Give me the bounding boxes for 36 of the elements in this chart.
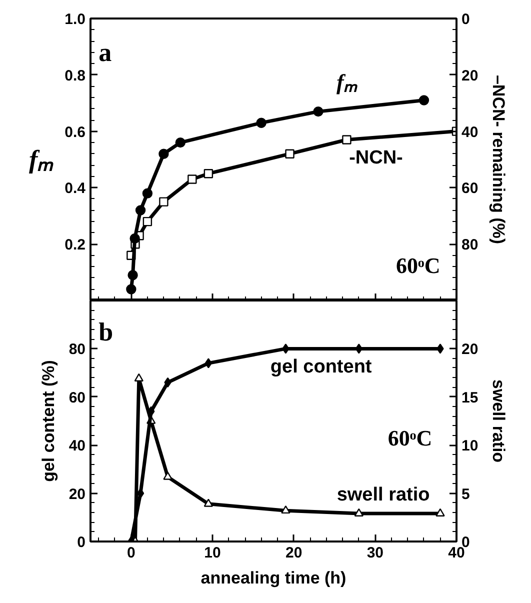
annotation: 60ᵒC [396,252,440,278]
x-tick-label: 10 [204,544,221,562]
y2-tick-label: 15 [462,389,478,406]
y2-tick-label: 80 [462,236,478,254]
annotation: 60ᵒC [388,425,432,450]
y2-tick-label: 40 [462,124,478,141]
x-tick-label: 30 [366,544,384,562]
y2-axis-title: swell ratio [489,379,508,463]
y-tick-label: 1.0 [64,11,86,28]
y-tick-label: 80 [68,341,86,358]
y-tick-label: 0.8 [64,67,86,84]
annotation: b [98,317,114,346]
series-label: -NCN- [349,148,403,169]
x-tick-label: 20 [285,544,302,562]
y2-axis-title: –NCN- remaining (%) [489,74,508,244]
x-axis-title: annealing time (h) [200,568,346,588]
series-label: fₘ [336,70,358,95]
legend-label: swell ratio [336,484,430,506]
y-tick-label: 20 [68,486,86,503]
x-tick-label: 0 [126,544,136,562]
series-label: gel content [270,356,372,378]
y2-tick-label: 0 [462,11,470,28]
y-tick-label: 40 [68,438,86,455]
y-tick-label: 0.6 [64,124,86,141]
y2-tick-label: 10 [462,438,478,455]
y2-tick-label: 5 [462,486,470,503]
y2-tick-label: 60 [462,180,478,198]
y2-tick-label: 20 [462,67,478,84]
y-tick-label: 0 [77,534,86,551]
y-tick-label: 0.4 [64,180,86,198]
annotation: a [98,38,112,68]
y2-tick-label: 20 [462,341,478,358]
y-axis-title: fₘ [28,145,55,174]
y-tick-label: 0.2 [64,236,86,254]
y-tick-label: 60 [68,389,86,406]
y-axis-title: gel content (%) [38,360,58,482]
